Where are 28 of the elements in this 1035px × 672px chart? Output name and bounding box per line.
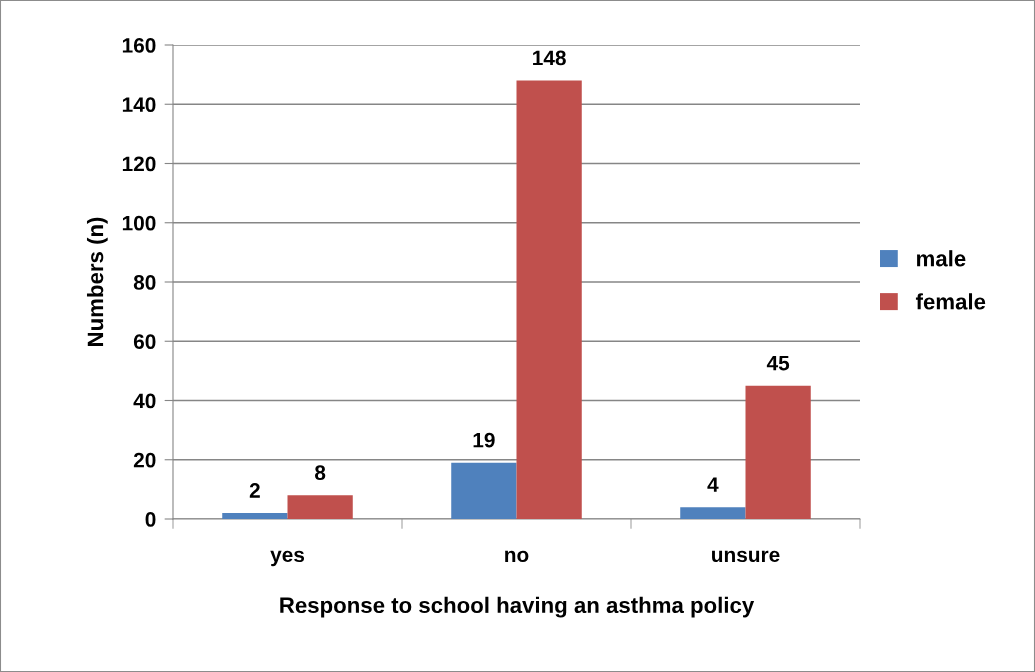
y-tick-label: 140 xyxy=(122,97,156,112)
bar xyxy=(680,507,746,519)
x-tick-label: unsure xyxy=(712,550,780,563)
y-tick-label: 120 xyxy=(122,156,156,172)
y-axis-title: Numbers (n) xyxy=(86,217,108,346)
bar xyxy=(287,495,353,519)
legend-label: male xyxy=(917,250,966,267)
y-tick-label: 60 xyxy=(133,334,156,349)
x-tick-label: yes xyxy=(270,550,305,567)
data-label: 148 xyxy=(533,50,566,66)
data-label: 2 xyxy=(249,483,260,498)
y-tick-label: 20 xyxy=(133,452,156,468)
data-label: 45 xyxy=(766,355,790,371)
bar xyxy=(451,462,517,519)
data-label: 19 xyxy=(473,432,495,448)
y-tick-label: 40 xyxy=(133,393,156,409)
y-tick-label: 0 xyxy=(145,512,156,527)
y-tick-label: 100 xyxy=(122,215,156,231)
bar xyxy=(516,80,582,519)
legend-label: female xyxy=(915,293,986,310)
x-axis-title: Response to school having an asthma policy xyxy=(280,596,755,618)
y-tick-label: 160 xyxy=(122,38,156,53)
y-tick-label: 80 xyxy=(133,275,156,290)
data-label: 8 xyxy=(315,465,326,481)
data-label: 4 xyxy=(707,477,719,492)
bar xyxy=(745,385,811,519)
bar xyxy=(222,513,288,519)
x-tick-label: no xyxy=(505,550,529,563)
